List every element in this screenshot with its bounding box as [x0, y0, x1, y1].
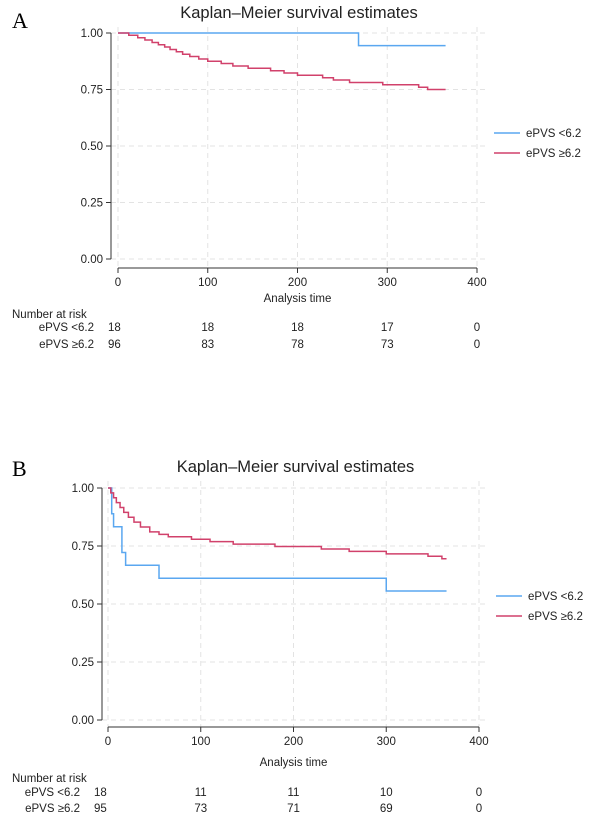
x-tick-label: 200 — [284, 736, 303, 748]
risk-row-label: ePVS <6.2 — [25, 787, 80, 799]
survival-curve-high — [118, 32, 446, 91]
risk-count: 11 — [288, 787, 300, 799]
panel-label: A — [12, 8, 28, 33]
legend-label: ePVS ≥6.2 — [526, 148, 581, 160]
x-axis-label: Analysis time — [264, 293, 332, 305]
legend-label: ePVS ≥6.2 — [528, 611, 583, 623]
risk-table-header: Number at risk — [12, 309, 87, 321]
x-tick-label: 200 — [288, 277, 307, 289]
risk-count: 18 — [291, 322, 304, 334]
y-tick-label: 1.00 — [81, 28, 103, 40]
x-tick-label: 400 — [467, 277, 486, 289]
y-tick-label: 0.00 — [72, 715, 94, 727]
risk-count: 69 — [380, 803, 393, 815]
survival-curve-high — [108, 487, 447, 560]
y-tick-label: 0.50 — [72, 599, 94, 611]
panel-label: B — [12, 456, 27, 481]
risk-count: 17 — [381, 322, 394, 334]
risk-count: 83 — [201, 339, 214, 351]
risk-count: 95 — [94, 803, 107, 815]
x-tick-label: 0 — [105, 736, 111, 748]
y-tick-label: 0.75 — [81, 85, 103, 97]
y-tick-label: 0.25 — [72, 657, 94, 669]
x-tick-label: 300 — [378, 277, 397, 289]
risk-count: 0 — [476, 787, 482, 799]
survival-curve-low — [118, 32, 446, 47]
km-panel-b: B Kaplan–Meier survival estimates 0.00 0.25… — [12, 456, 583, 815]
risk-count: 96 — [108, 339, 121, 351]
risk-count: 78 — [291, 339, 304, 351]
risk-count: 18 — [94, 787, 107, 799]
risk-count: 18 — [201, 322, 214, 334]
survival-curve-low — [108, 487, 447, 592]
risk-count: 73 — [381, 339, 394, 351]
y-tick-label: 0.25 — [81, 198, 103, 210]
chart-title: Kaplan–Meier survival estimates — [180, 4, 418, 22]
risk-row-label: ePVS ≥6.2 — [39, 339, 94, 351]
x-tick-label: 100 — [191, 736, 210, 748]
risk-count: 71 — [287, 803, 300, 815]
legend-label: ePVS <6.2 — [526, 128, 581, 140]
km-panel-a: A Kaplan–Meier survival estimates 0.00 0.25… — [12, 4, 581, 351]
risk-count: 11 — [195, 787, 207, 799]
y-tick-label: 0.50 — [81, 141, 103, 153]
x-tick-label: 300 — [377, 736, 396, 748]
risk-row-label: ePVS <6.2 — [39, 322, 94, 334]
risk-count: 18 — [108, 322, 121, 334]
risk-table-header: Number at risk — [12, 773, 87, 785]
x-tick-label: 400 — [469, 736, 488, 748]
x-tick-label: 100 — [198, 277, 217, 289]
risk-count: 0 — [474, 322, 480, 334]
chart-title: Kaplan–Meier survival estimates — [177, 458, 415, 476]
risk-count: 10 — [380, 787, 393, 799]
y-tick-label: 0.75 — [72, 541, 94, 553]
risk-count: 0 — [476, 803, 482, 815]
y-tick-label: 1.00 — [72, 483, 94, 495]
x-axis-label: Analysis time — [260, 757, 328, 769]
y-tick-label: 0.00 — [81, 254, 103, 266]
risk-count: 73 — [194, 803, 207, 815]
legend-label: ePVS <6.2 — [528, 591, 583, 603]
risk-row-label: ePVS ≥6.2 — [25, 803, 80, 815]
risk-count: 0 — [474, 339, 480, 351]
x-tick-label: 0 — [115, 277, 121, 289]
